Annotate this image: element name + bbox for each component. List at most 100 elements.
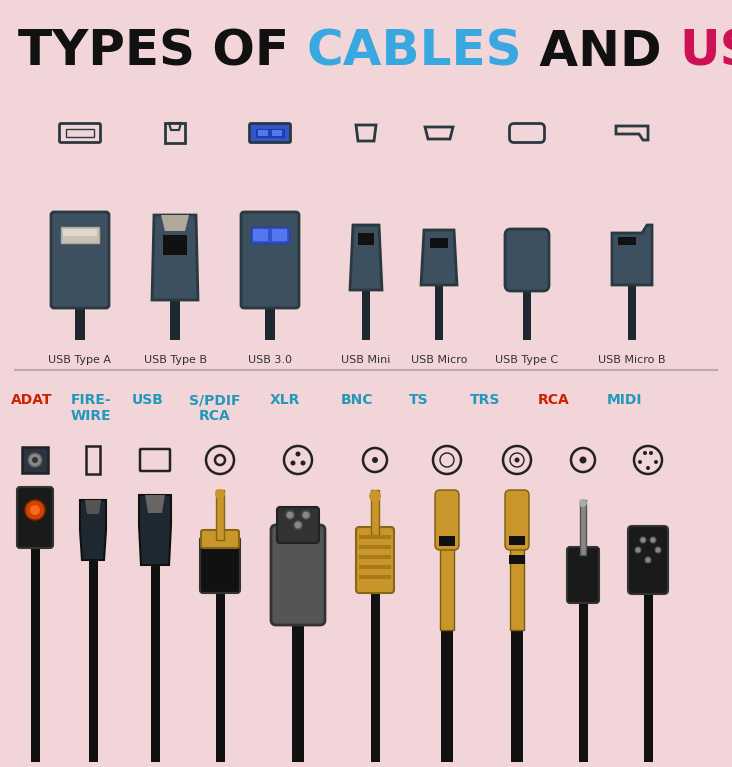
Text: FIRE-
WIRE: FIRE- WIRE <box>71 393 111 423</box>
Circle shape <box>580 456 586 463</box>
Text: USB: USB <box>679 28 732 76</box>
Bar <box>618 237 636 245</box>
Circle shape <box>301 460 305 466</box>
Bar <box>272 229 287 241</box>
Text: USB Type B: USB Type B <box>143 355 206 365</box>
Circle shape <box>635 547 641 553</box>
FancyBboxPatch shape <box>356 527 394 593</box>
Text: XLR: XLR <box>270 393 300 407</box>
Bar <box>359 535 391 539</box>
Bar <box>509 536 525 545</box>
Text: S/PDIF
RCA: S/PDIF RCA <box>190 393 241 423</box>
Bar <box>359 555 391 559</box>
Text: BNC: BNC <box>341 393 373 407</box>
Circle shape <box>28 453 42 467</box>
Text: USB Mini: USB Mini <box>341 355 391 365</box>
Bar <box>435 285 443 340</box>
Circle shape <box>302 511 310 519</box>
FancyBboxPatch shape <box>241 212 299 308</box>
Polygon shape <box>161 215 189 231</box>
FancyBboxPatch shape <box>277 507 319 543</box>
Text: USB: USB <box>132 393 164 407</box>
Bar <box>89 560 97 762</box>
FancyBboxPatch shape <box>250 123 291 143</box>
Circle shape <box>369 490 381 502</box>
Circle shape <box>286 511 294 519</box>
Bar <box>86 446 100 474</box>
FancyBboxPatch shape <box>17 487 53 548</box>
Bar <box>370 590 379 762</box>
Bar <box>580 500 586 555</box>
FancyBboxPatch shape <box>505 229 549 291</box>
FancyBboxPatch shape <box>271 525 325 625</box>
Circle shape <box>215 489 225 499</box>
Circle shape <box>649 451 653 455</box>
Circle shape <box>296 452 301 456</box>
FancyBboxPatch shape <box>505 490 529 550</box>
FancyBboxPatch shape <box>51 212 109 308</box>
Bar <box>251 227 289 243</box>
Bar <box>523 285 531 340</box>
Bar <box>359 575 391 579</box>
Bar <box>441 630 453 762</box>
Bar <box>430 238 448 248</box>
Polygon shape <box>421 230 457 285</box>
Text: USB Type C: USB Type C <box>496 355 559 365</box>
Text: CABLES: CABLES <box>307 28 522 76</box>
FancyBboxPatch shape <box>201 530 239 548</box>
Circle shape <box>650 537 656 543</box>
Polygon shape <box>139 495 171 565</box>
Bar <box>163 235 187 255</box>
Bar <box>359 545 391 549</box>
Text: RCA: RCA <box>538 393 570 407</box>
Circle shape <box>291 460 296 466</box>
Bar <box>215 590 225 762</box>
Circle shape <box>638 460 642 464</box>
Bar <box>31 545 40 762</box>
Circle shape <box>294 521 302 529</box>
Polygon shape <box>145 495 165 513</box>
Circle shape <box>645 557 651 563</box>
Bar <box>358 233 374 245</box>
Bar <box>440 540 454 630</box>
Bar <box>258 130 268 136</box>
Polygon shape <box>152 215 198 300</box>
Bar <box>578 600 588 762</box>
Bar <box>509 555 525 564</box>
Circle shape <box>30 505 40 515</box>
Text: MIDI: MIDI <box>608 393 643 407</box>
Bar <box>643 590 652 762</box>
Text: USB Type A: USB Type A <box>48 355 111 365</box>
Bar <box>165 123 185 143</box>
Bar <box>216 490 224 540</box>
FancyBboxPatch shape <box>567 547 599 603</box>
Bar <box>265 295 275 340</box>
Bar <box>292 620 304 762</box>
Bar <box>510 540 524 630</box>
Text: TRS: TRS <box>470 393 500 407</box>
Bar <box>75 295 85 340</box>
Bar <box>66 129 94 137</box>
FancyBboxPatch shape <box>200 537 240 593</box>
Bar <box>628 285 636 340</box>
Circle shape <box>654 460 658 464</box>
Bar <box>256 129 284 137</box>
Text: AND: AND <box>522 28 679 76</box>
Bar <box>272 130 282 136</box>
Text: TS: TS <box>409 393 429 407</box>
Polygon shape <box>85 500 101 514</box>
Bar <box>61 227 99 243</box>
Bar <box>63 229 97 236</box>
Circle shape <box>515 457 520 463</box>
Circle shape <box>640 537 646 543</box>
Circle shape <box>655 547 661 553</box>
Bar <box>511 630 523 762</box>
FancyBboxPatch shape <box>435 490 459 550</box>
Bar <box>371 490 379 535</box>
Bar <box>22 447 48 473</box>
Text: USB Micro B: USB Micro B <box>598 355 665 365</box>
Bar <box>439 536 455 546</box>
Circle shape <box>25 500 45 520</box>
Bar <box>359 565 391 569</box>
Circle shape <box>32 457 38 463</box>
